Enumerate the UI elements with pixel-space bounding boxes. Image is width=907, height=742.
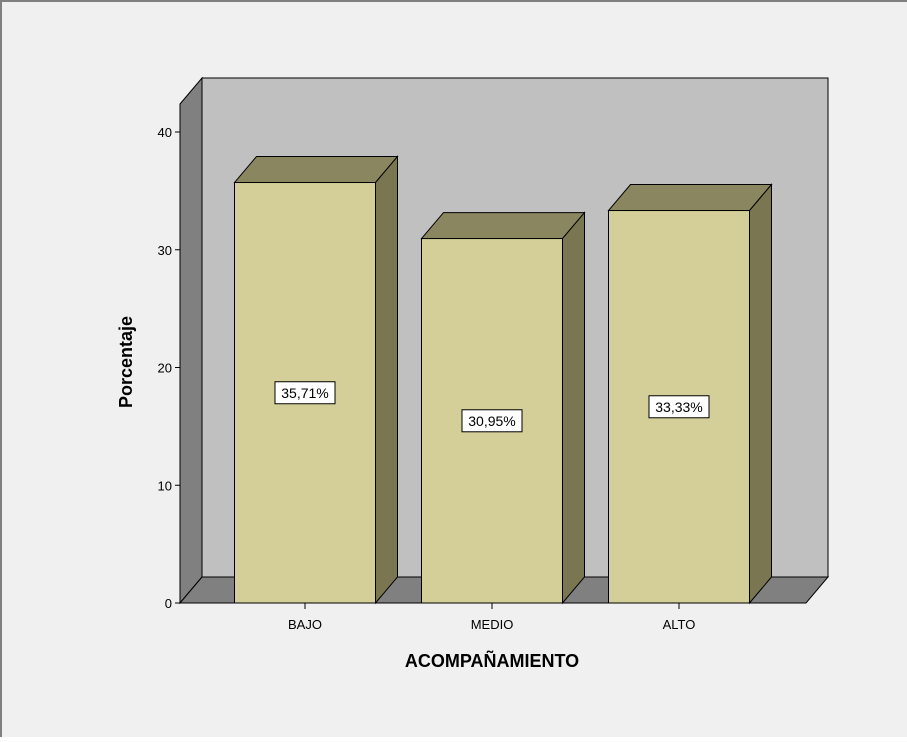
bar-alto: 33,33% <box>607 183 773 605</box>
bar-side-face <box>562 211 585 605</box>
bar-value-label-box <box>274 381 336 405</box>
bar-value-label-box <box>461 409 523 433</box>
y-tick-label: 30 <box>158 243 172 258</box>
x-axis-ticks: BAJO MEDIO ALTO <box>288 603 695 632</box>
y-axis-ticks: 0 10 20 30 40 <box>158 125 180 611</box>
bar-medio: 30,95% <box>420 211 586 605</box>
chart-side-wall <box>179 76 203 605</box>
y-tick-label: 0 <box>165 596 172 611</box>
x-axis-title: ACOMPAÑAMIENTO <box>405 650 579 671</box>
x-tick-label: ALTO <box>663 617 696 632</box>
bar-side-face <box>749 183 772 605</box>
y-axis-title: Porcentaje <box>116 316 136 408</box>
bar-value-label: 35,71% <box>281 385 328 401</box>
bars-group: 35,71% 30,95% 33,33% <box>233 155 773 605</box>
bar-top-face <box>233 156 399 184</box>
y-tick-label: 40 <box>158 125 172 140</box>
bar-top-face <box>607 184 773 212</box>
bar-value-label: 33,33% <box>655 399 702 415</box>
bar-value-label: 30,95% <box>468 413 515 429</box>
x-tick-label: MEDIO <box>471 617 514 632</box>
y-tick-label: 20 <box>158 361 172 376</box>
x-tick-label: BAJO <box>288 617 322 632</box>
bar-side-face <box>375 155 398 605</box>
y-tick-label: 10 <box>158 478 172 493</box>
bar-top-face <box>420 212 586 240</box>
bar-bajo: 35,71% <box>233 155 399 605</box>
bar-value-label-box <box>648 395 710 419</box>
